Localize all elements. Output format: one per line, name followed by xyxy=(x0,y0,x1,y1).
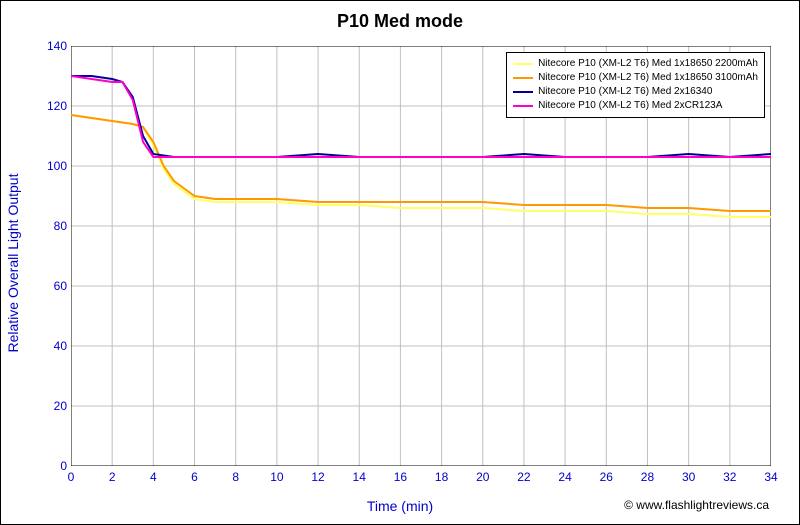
legend-swatch xyxy=(513,105,533,107)
y-axis-label: Relative Overall Light Output xyxy=(5,173,21,352)
legend-item: Nitecore P10 (XM-L2 T6) Med 2x16340 xyxy=(513,85,758,99)
legend-swatch xyxy=(513,91,533,93)
x-tick-label: 30 xyxy=(682,470,695,484)
legend: Nitecore P10 (XM-L2 T6) Med 1x18650 2200… xyxy=(506,52,765,118)
plot-area: Nitecore P10 (XM-L2 T6) Med 1x18650 2200… xyxy=(71,46,771,466)
chart-container: P10 Med mode Relative Overall Light Outp… xyxy=(0,0,800,525)
legend-item: Nitecore P10 (XM-L2 T6) Med 1x18650 2200… xyxy=(513,57,758,71)
legend-item: Nitecore P10 (XM-L2 T6) Med 2xCR123A xyxy=(513,99,758,113)
x-tick-label: 20 xyxy=(476,470,489,484)
x-tick-label: 22 xyxy=(517,470,530,484)
y-tick-label: 0 xyxy=(39,459,67,473)
x-tick-label: 8 xyxy=(232,470,239,484)
y-tick-label: 40 xyxy=(39,339,67,353)
legend-swatch xyxy=(513,77,533,79)
legend-item: Nitecore P10 (XM-L2 T6) Med 1x18650 3100… xyxy=(513,71,758,85)
x-tick-label: 34 xyxy=(764,470,777,484)
series-line xyxy=(71,115,771,211)
copyright-label: © www.flashlightreviews.ca xyxy=(624,498,769,512)
x-tick-label: 32 xyxy=(723,470,736,484)
y-tick-label: 20 xyxy=(39,399,67,413)
x-tick-label: 16 xyxy=(394,470,407,484)
x-tick-label: 0 xyxy=(68,470,75,484)
y-tick-label: 120 xyxy=(39,99,67,113)
x-tick-label: 6 xyxy=(191,470,198,484)
legend-swatch xyxy=(513,63,533,65)
x-tick-label: 24 xyxy=(558,470,571,484)
x-tick-label: 12 xyxy=(311,470,324,484)
y-tick-label: 100 xyxy=(39,159,67,173)
legend-label: Nitecore P10 (XM-L2 T6) Med 1x18650 3100… xyxy=(538,71,758,85)
x-tick-label: 4 xyxy=(150,470,157,484)
x-tick-label: 26 xyxy=(600,470,613,484)
x-tick-label: 18 xyxy=(435,470,448,484)
x-tick-label: 10 xyxy=(270,470,283,484)
y-tick-label: 140 xyxy=(39,39,67,53)
legend-label: Nitecore P10 (XM-L2 T6) Med 2x16340 xyxy=(538,85,712,99)
legend-label: Nitecore P10 (XM-L2 T6) Med 2xCR123A xyxy=(538,99,722,113)
y-tick-label: 60 xyxy=(39,279,67,293)
legend-label: Nitecore P10 (XM-L2 T6) Med 1x18650 2200… xyxy=(538,57,758,71)
x-tick-label: 28 xyxy=(641,470,654,484)
y-tick-label: 80 xyxy=(39,219,67,233)
chart-title: P10 Med mode xyxy=(1,11,799,32)
x-tick-label: 14 xyxy=(353,470,366,484)
x-tick-label: 2 xyxy=(109,470,116,484)
